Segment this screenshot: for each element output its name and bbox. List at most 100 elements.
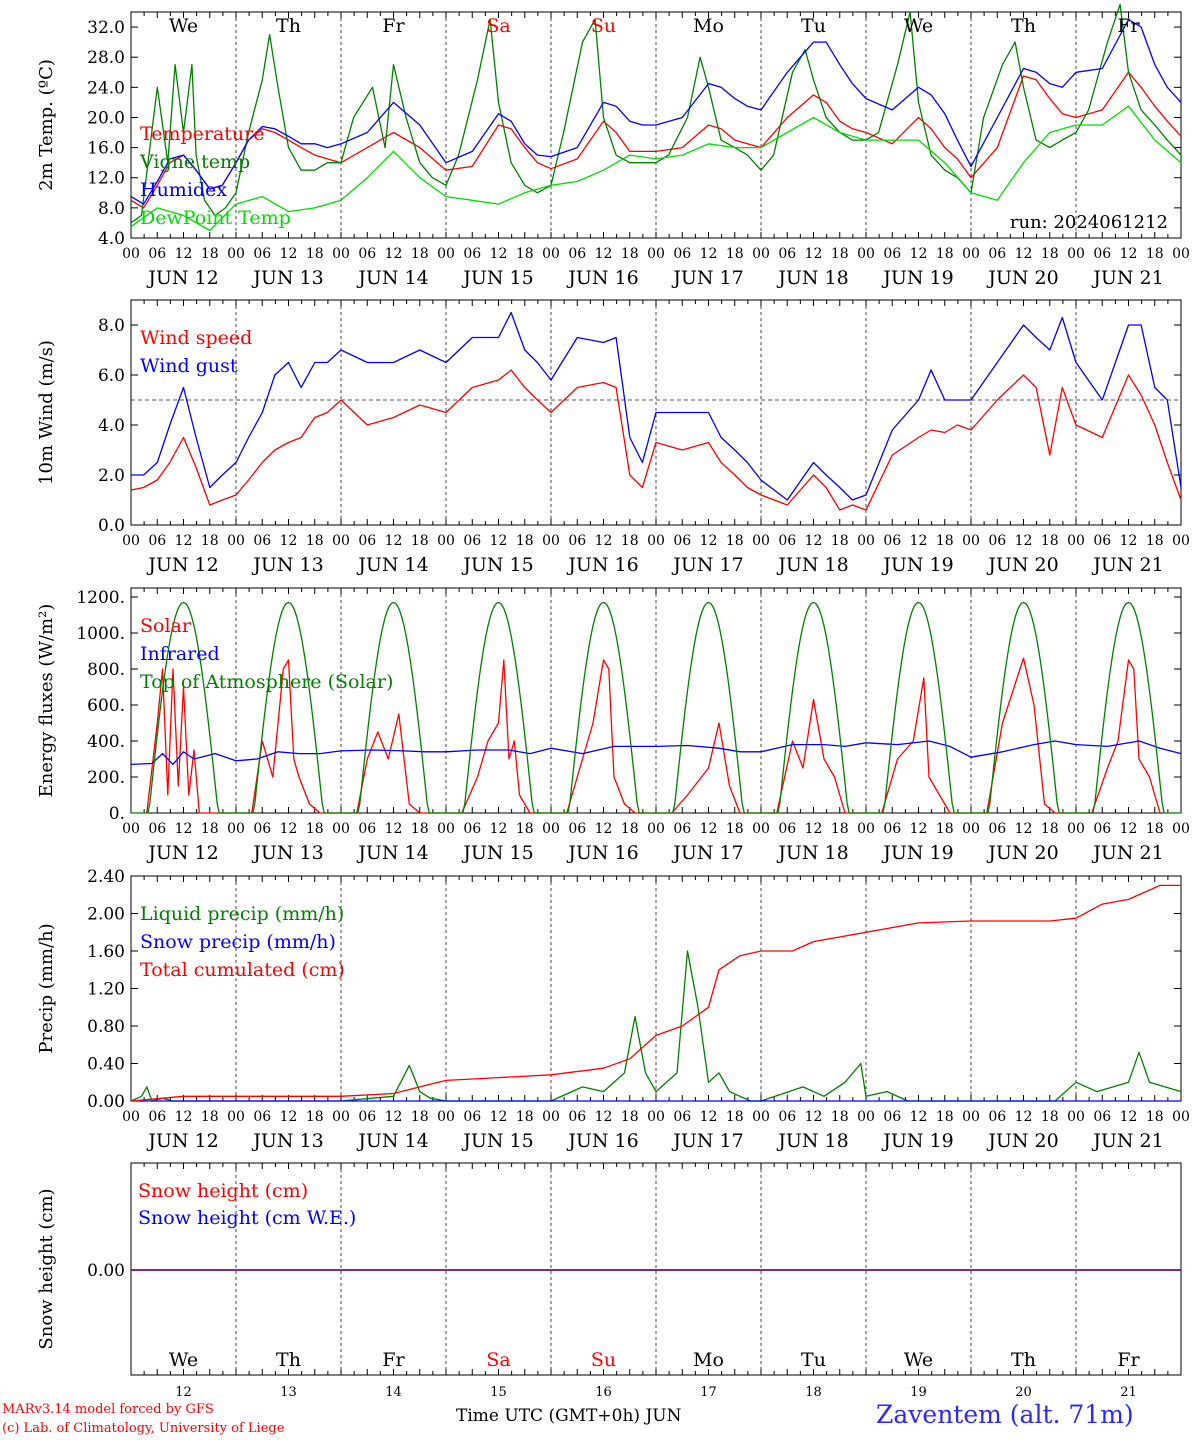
x-date-label: JUN 12 [146,267,218,289]
x-hour-label: 18 [621,533,639,549]
x-hour-label: 18 [1146,246,1164,262]
x-hour-label: 12 [805,246,823,262]
chart-panel-3 [130,587,1182,814]
series-humidex [130,18,1182,205]
x-hour-label: 00 [122,1109,140,1125]
x-hour-label: 00 [437,1109,455,1125]
x-hour-label: 18 [201,821,219,837]
x-hour-label: 00 [647,246,665,262]
x-hour-label: 06 [148,533,166,549]
x-hour-label: 12 [385,533,403,549]
x-hour-label: 18 [516,1109,534,1125]
y-tick-label: 20.0 [87,108,125,128]
x-hour-label: 00 [752,821,770,837]
legend-entry: Humidex [140,179,227,201]
legend-entry: Wind speed [140,327,252,349]
series-wind-gust [131,311,1182,501]
x-hour-label: 12 [280,1109,298,1125]
x-hour-label: 12 [700,1109,718,1125]
x-hour-label: 06 [358,533,376,549]
day-number-label: 19 [910,1385,927,1400]
x-hour-label: 18 [1041,1109,1059,1125]
x-hour-label: 18 [411,821,429,837]
day-number-label: 15 [490,1385,507,1400]
x-hour-label: 00 [1172,533,1190,549]
y-tick-label: 0.80 [87,1017,125,1037]
weekday-label: Fr [1117,1349,1140,1371]
weekday-label: Su [591,1349,616,1371]
x-hour-label: 06 [778,821,796,837]
station-name: Zaventem (alt. 71m) [876,1400,1134,1429]
x-hour-label: 18 [1041,821,1059,837]
day-number-label: 21 [1120,1385,1137,1400]
y-tick-label: 1200. [76,588,125,608]
x-hour-label: 06 [1093,1109,1111,1125]
weekday-label: We [169,15,198,37]
weekday-label: Fr [1117,15,1140,37]
x-date-label: JUN 18 [776,267,848,289]
x-hour-label: 12 [1120,1109,1138,1125]
series-dewpoint-temp [130,105,1182,232]
y-tick-label: 600. [87,696,125,716]
x-hour-label: 00 [857,246,875,262]
day-number-label: 13 [280,1385,297,1400]
day-number-label: 20 [1015,1385,1032,1400]
x-hour-label: 06 [148,1109,166,1125]
x-date-label: JUN 13 [251,1130,323,1152]
x-hour-label: 18 [726,246,744,262]
y-tick-label: 1000. [76,624,125,644]
x-hour-label: 18 [306,821,324,837]
x-hour-label: 18 [936,1109,954,1125]
x-hour-label: 12 [385,1109,403,1125]
x-hour-label: 12 [490,1109,508,1125]
x-hour-label: 12 [1120,246,1138,262]
x-hour-label: 06 [463,821,481,837]
x-hour-label: 00 [1067,533,1085,549]
weekday-label: We [904,15,933,37]
x-hour-label: 00 [752,1109,770,1125]
x-hour-label: 00 [542,533,560,549]
x-hour-label: 00 [752,246,770,262]
x-hour-label: 12 [385,821,403,837]
x-hour-label: 06 [673,533,691,549]
x-date-label: JUN 20 [986,1130,1058,1152]
y-tick-label: 8.0 [98,316,125,336]
x-date-label: JUN 21 [1091,554,1163,576]
weekday-label: Sa [486,1349,510,1371]
x-date-label: JUN 12 [146,554,218,576]
series-infrared [130,740,1182,766]
plot-frame [130,587,1182,814]
x-hour-label: 06 [253,246,271,262]
x-hour-label: 12 [490,533,508,549]
x-hour-label: 18 [1146,533,1164,549]
x-hour-label: 18 [201,1109,219,1125]
legend-entry: DewPoint Temp [140,207,291,229]
x-date-label: JUN 17 [671,267,743,289]
x-hour-label: 12 [910,821,928,837]
y-axis-label: Precip (mm/h) [36,923,57,1053]
x-hour-label: 00 [122,821,140,837]
x-hour-label: 12 [175,533,193,549]
weekday-label: Th [276,1349,301,1371]
x-hour-label: 00 [1172,1109,1190,1125]
x-hour-label: 00 [227,1109,245,1125]
x-date-label: JUN 14 [356,1130,428,1152]
series-temperature [130,71,1182,209]
weekday-label: Mo [693,15,724,37]
y-tick-label: 2.40 [87,867,125,887]
x-hour-label: 06 [253,533,271,549]
day-number-label: 14 [385,1385,402,1400]
y-tick-label: 16.0 [87,139,125,159]
x-hour-label: 00 [647,821,665,837]
x-hour-label: 12 [175,821,193,837]
time-axis-label: Time UTC (GMT+0h) JUN [456,1406,682,1426]
x-hour-label: 18 [726,1109,744,1125]
x-hour-label: 18 [936,246,954,262]
x-hour-label: 00 [227,533,245,549]
x-hour-label: 06 [673,821,691,837]
x-date-label: JUN 20 [986,554,1058,576]
weekday-label: Tu [801,15,826,37]
x-hour-label: 12 [1015,533,1033,549]
x-hour-label: 06 [358,1109,376,1125]
x-hour-label: 12 [280,821,298,837]
